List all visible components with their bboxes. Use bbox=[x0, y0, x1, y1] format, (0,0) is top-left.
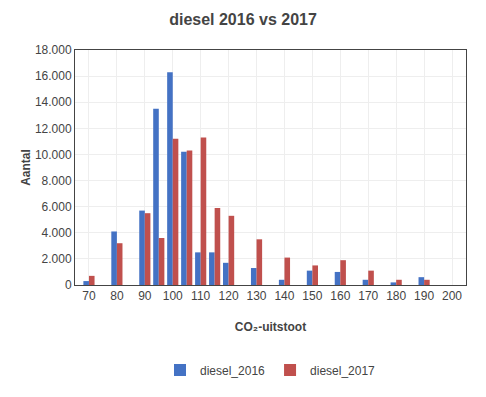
svg-text:200: 200 bbox=[442, 289, 462, 303]
svg-text:140: 140 bbox=[274, 289, 294, 303]
svg-text:110: 110 bbox=[191, 289, 210, 303]
svg-text:80: 80 bbox=[110, 289, 124, 303]
svg-text:18.000: 18.000 bbox=[35, 43, 72, 57]
svg-text:diesel_2017: diesel_2017 bbox=[310, 364, 375, 378]
svg-text:8.000: 8.000 bbox=[42, 174, 72, 188]
svg-text:6.000: 6.000 bbox=[42, 200, 72, 214]
svg-text:90: 90 bbox=[138, 289, 152, 303]
svg-text:150: 150 bbox=[302, 289, 322, 303]
svg-text:70: 70 bbox=[82, 289, 96, 303]
svg-text:diesel 2016 vs 2017: diesel 2016 vs 2017 bbox=[169, 11, 317, 28]
svg-text:0: 0 bbox=[65, 278, 72, 292]
svg-text:16.000: 16.000 bbox=[35, 69, 72, 83]
svg-text:180: 180 bbox=[386, 289, 406, 303]
svg-text:4.000: 4.000 bbox=[42, 226, 72, 240]
svg-text:12.000: 12.000 bbox=[35, 122, 72, 136]
svg-text:190: 190 bbox=[414, 289, 434, 303]
svg-text:diesel_2016: diesel_2016 bbox=[200, 364, 265, 378]
svg-text:120: 120 bbox=[219, 289, 239, 303]
svg-text:130: 130 bbox=[247, 289, 267, 303]
svg-text:10.000: 10.000 bbox=[35, 148, 72, 162]
svg-text:14.000: 14.000 bbox=[35, 95, 72, 109]
svg-text:170: 170 bbox=[358, 289, 378, 303]
svg-text:Aantal: Aantal bbox=[19, 149, 33, 186]
svg-text:CO₂-uitstoot: CO₂-uitstoot bbox=[235, 320, 306, 334]
svg-text:100: 100 bbox=[163, 289, 183, 303]
svg-text:160: 160 bbox=[330, 289, 350, 303]
svg-text:2.000: 2.000 bbox=[42, 252, 72, 266]
